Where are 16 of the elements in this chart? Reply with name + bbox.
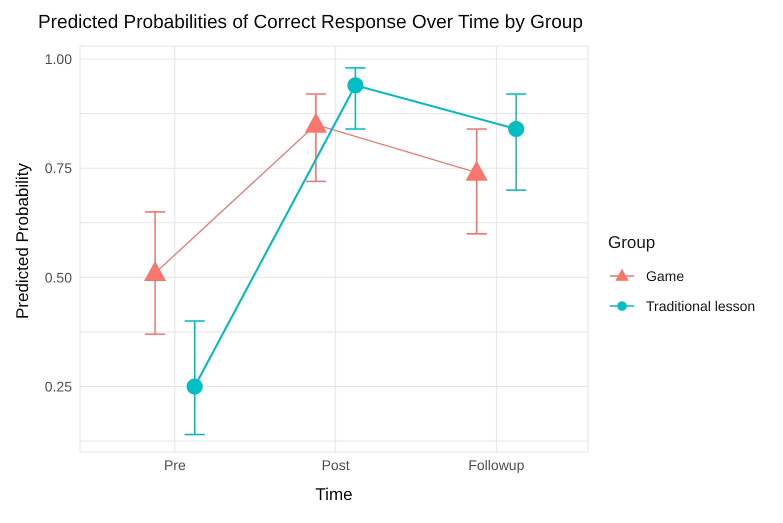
y-tick-label: 1.00 — [44, 51, 72, 68]
y-tick-label: 0.75 — [44, 160, 72, 176]
point — [466, 160, 488, 181]
y-tick-label: 0.50 — [44, 269, 72, 286]
legend-label: Game — [646, 268, 684, 284]
chart-title: Predicted Probabilities of Correct Response Over Time by Group — [37, 11, 584, 35]
x-axis-title: Time — [315, 485, 353, 504]
x-tick-label: Post — [322, 456, 350, 473]
legend-title: Group — [608, 233, 656, 253]
point — [304, 112, 327, 133]
x-tick-label: Followup — [468, 456, 525, 473]
legend-label: Traditional lesson — [646, 298, 756, 314]
point — [144, 261, 166, 282]
x-tick-label: Pre — [164, 456, 186, 473]
y-tick-label: 0.25 — [44, 378, 72, 394]
y-axis-title: Predicted Probability — [13, 162, 32, 319]
